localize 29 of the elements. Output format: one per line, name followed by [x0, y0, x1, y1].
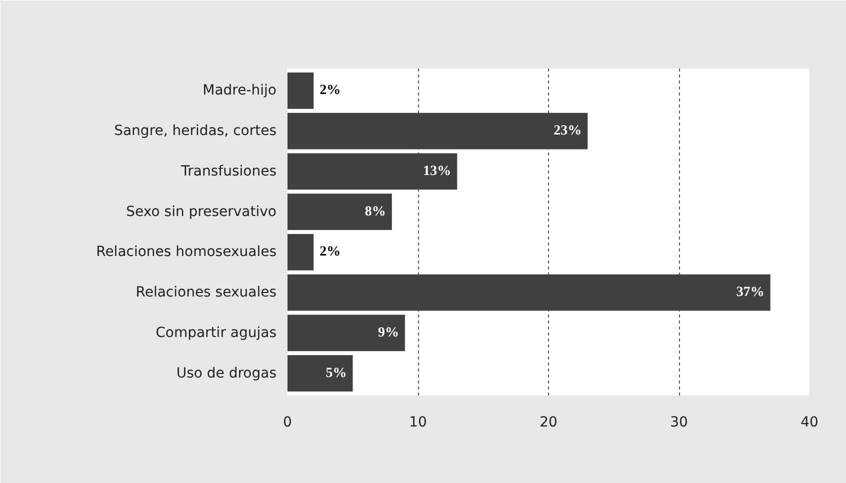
y-tick-label: Sexo sin preservativo	[126, 204, 277, 220]
bar	[288, 72, 314, 109]
x-tick-label: 0	[283, 414, 292, 430]
data-label: 2%	[320, 83, 341, 98]
data-label: 13%	[423, 164, 452, 179]
y-tick-label: Compartir agujas	[156, 324, 277, 341]
y-tick-label: Sangre, heridas, cortes	[114, 123, 277, 140]
data-label: 37%	[736, 285, 764, 300]
bar	[288, 355, 353, 392]
bar	[288, 153, 458, 190]
x-tick-label: 20	[540, 414, 558, 430]
data-label: 23%	[554, 124, 582, 139]
y-tick-label: Uso de drogas	[176, 365, 277, 382]
data-label: 2%	[320, 244, 341, 260]
bar	[288, 274, 770, 311]
y-tick-label: Relaciones homosexuales	[96, 244, 277, 260]
y-tick-label: Relaciones sexuales	[136, 284, 277, 301]
data-label: 5%	[326, 366, 347, 381]
y-tick-label: Madre-hijo	[202, 82, 277, 99]
x-tick-label: 10	[409, 414, 427, 430]
bar	[288, 112, 588, 150]
data-label: 9%	[378, 325, 399, 340]
bar	[288, 234, 314, 270]
bar	[288, 314, 405, 352]
y-tick-label: Transfusiones	[180, 163, 276, 180]
bar	[288, 194, 392, 230]
x-tick-label: 40	[800, 414, 818, 430]
x-tick-label: 30	[670, 414, 688, 430]
data-label: 8%	[364, 204, 386, 220]
